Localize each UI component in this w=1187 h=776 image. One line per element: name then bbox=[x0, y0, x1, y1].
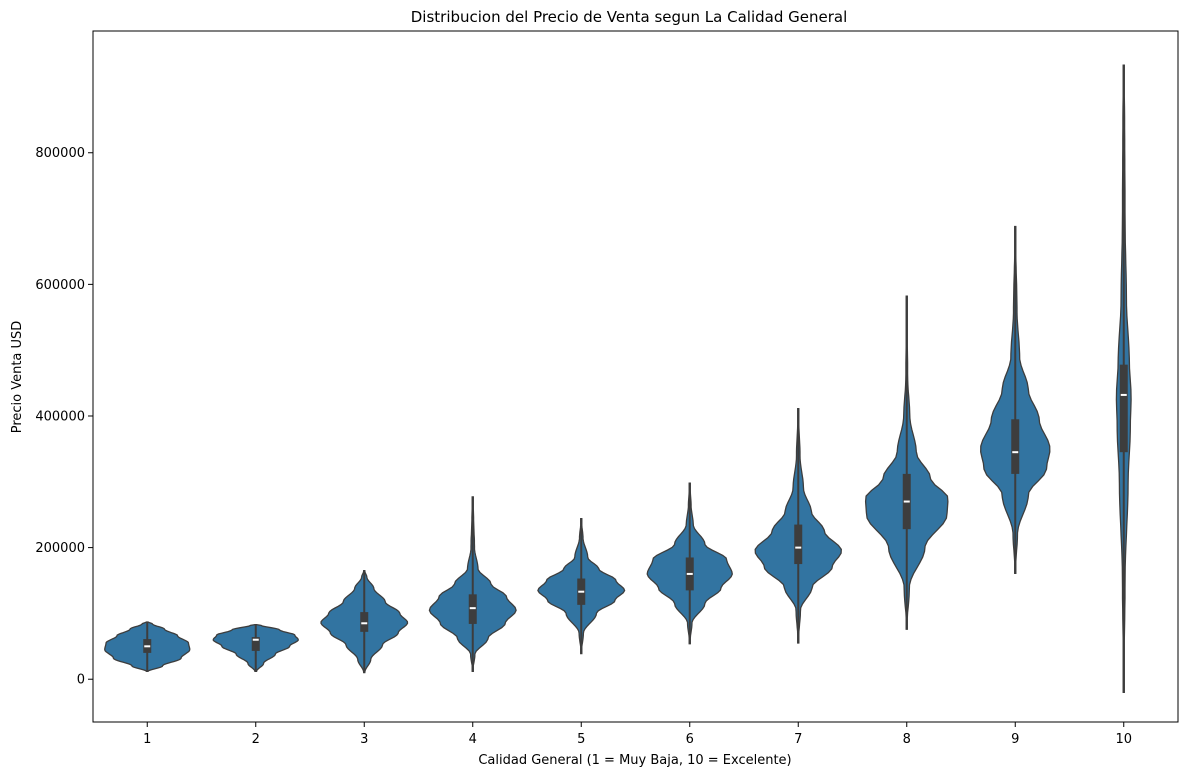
violin-group bbox=[320, 569, 409, 674]
violin-iqr-box bbox=[794, 524, 803, 565]
violin-group bbox=[212, 623, 299, 672]
violin-group bbox=[754, 408, 842, 644]
x-tick-label: 1 bbox=[143, 732, 151, 747]
y-axis-label: Precio Venta USD bbox=[10, 321, 25, 434]
axes-frame bbox=[92, 30, 1179, 723]
x-tick-label: 4 bbox=[469, 732, 477, 747]
violin-group bbox=[646, 482, 733, 645]
x-tick-label: 2 bbox=[252, 732, 260, 747]
violin-iqr-box bbox=[251, 637, 260, 651]
y-tick-label: 0 bbox=[77, 673, 85, 688]
violin-iqr-box bbox=[360, 612, 369, 632]
violin-group bbox=[537, 517, 626, 655]
violin-group bbox=[980, 225, 1051, 574]
violin-group bbox=[864, 295, 949, 630]
x-tick-label: 9 bbox=[1011, 732, 1019, 747]
y-tick-label: 200000 bbox=[35, 541, 85, 556]
y-tick-label: 400000 bbox=[35, 409, 85, 424]
y-tick-label: 800000 bbox=[35, 146, 85, 161]
x-tick-label: 3 bbox=[360, 732, 368, 747]
chart-title: Distribucion del Precio de Venta segun L… bbox=[411, 8, 848, 26]
plot-area bbox=[104, 64, 1132, 694]
violin-group bbox=[104, 621, 191, 672]
y-axis: 0 200000 400000 600000 800000 bbox=[35, 146, 93, 688]
x-axis-label: Calidad General (1 = Muy Baja, 10 = Exce… bbox=[478, 753, 791, 768]
x-tick-label: 7 bbox=[794, 732, 802, 747]
violin-iqr-box bbox=[1011, 419, 1020, 474]
x-tick-label: 6 bbox=[686, 732, 694, 747]
violin-group bbox=[428, 496, 517, 672]
x-axis: 1 2 3 4 5 6 7 8 9 10 bbox=[143, 722, 1132, 747]
x-tick-label: 10 bbox=[1115, 732, 1132, 747]
x-tick-label: 8 bbox=[903, 732, 911, 747]
violin-group bbox=[1115, 64, 1132, 694]
x-tick-label: 5 bbox=[577, 732, 585, 747]
violin-iqr-box bbox=[1119, 364, 1128, 453]
y-tick-label: 600000 bbox=[35, 278, 85, 293]
